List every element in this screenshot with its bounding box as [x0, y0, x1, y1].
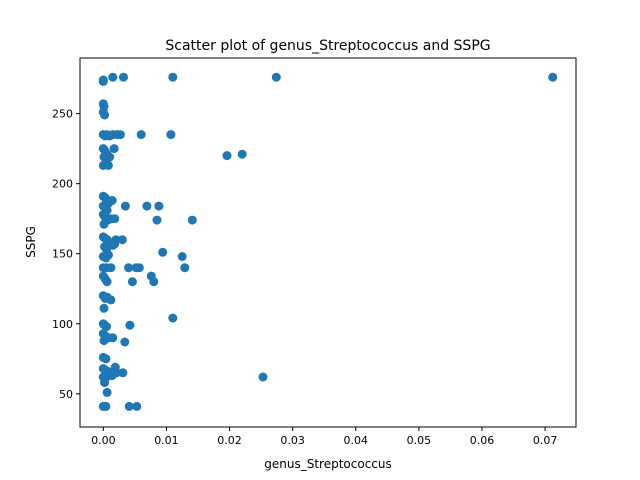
data-point-86 — [125, 320, 135, 330]
data-point-4 — [168, 72, 178, 82]
data-point-63 — [177, 252, 187, 261]
data-point-28 — [103, 160, 113, 170]
y-tick-label-2: 150 — [52, 248, 73, 261]
x-tick-label-1: 0.01 — [154, 434, 179, 447]
data-point-91 — [99, 336, 109, 346]
x-tick-label-5: 0.05 — [407, 434, 432, 447]
data-point-48 — [187, 215, 197, 225]
data-point-18 — [136, 130, 146, 140]
data-point-46 — [99, 219, 109, 229]
data-point-17 — [115, 130, 125, 140]
data-point-110 — [101, 401, 111, 411]
plot-frame — [79, 57, 577, 428]
data-point-38 — [120, 201, 130, 211]
data-point-1 — [98, 76, 108, 86]
data-point-10 — [100, 110, 110, 120]
data-point-74 — [127, 277, 137, 287]
data-point-23 — [109, 144, 119, 154]
data-point-67 — [124, 263, 134, 273]
data-point-66 — [106, 263, 116, 273]
data-point-59 — [158, 247, 168, 257]
data-point-5 — [271, 72, 281, 82]
x-tick-label-0: 0.00 — [91, 434, 116, 447]
data-point-82 — [168, 313, 178, 323]
data-point-108 — [102, 387, 112, 397]
y-tick-label-3: 200 — [52, 178, 73, 191]
chart-title: Scatter plot of genus_Streptococcus and … — [165, 38, 490, 54]
data-point-76 — [149, 277, 159, 287]
y-tick-label-0: 50 — [59, 388, 73, 401]
data-point-2 — [108, 72, 118, 82]
data-point-6 — [548, 72, 558, 82]
data-point-40 — [154, 201, 164, 211]
data-point-35 — [107, 196, 117, 205]
x-tick-label-3: 0.03 — [280, 434, 305, 447]
data-point-26 — [105, 152, 115, 162]
y-tick-label-4: 250 — [52, 108, 73, 121]
data-point-73 — [102, 277, 112, 287]
x-axis-label: genus_Streptococcus — [264, 457, 392, 471]
data-point-94 — [101, 354, 111, 364]
x-axis-ticks: 0.00 0.01 0.02 0.03 0.04 0.05 0.06 0.07 — [91, 427, 557, 447]
y-axis-label: SSPG — [24, 226, 38, 258]
x-tick-label-2: 0.02 — [217, 434, 242, 447]
data-point-111 — [124, 401, 134, 411]
data-point-106 — [100, 378, 110, 388]
points-layer — [98, 72, 558, 411]
data-point-90 — [108, 333, 118, 343]
data-point-112 — [132, 401, 142, 411]
data-point-29 — [222, 151, 232, 161]
data-point-70 — [180, 263, 190, 273]
data-point-69 — [134, 263, 144, 273]
data-point-62 — [103, 250, 113, 260]
y-axis-ticks: 50 100 150 200 250 — [52, 108, 80, 401]
x-tick-label-6: 0.06 — [470, 434, 495, 447]
data-point-55 — [117, 235, 127, 245]
y-tick-label-1: 100 — [52, 318, 73, 331]
data-point-45 — [110, 214, 120, 224]
data-point-19 — [166, 130, 176, 140]
data-point-56 — [110, 239, 120, 249]
data-point-39 — [142, 201, 152, 211]
data-point-92 — [120, 337, 130, 347]
data-point-80 — [106, 295, 116, 305]
data-point-47 — [152, 215, 162, 225]
x-tick-label-7: 0.07 — [533, 434, 558, 447]
data-point-103 — [118, 368, 128, 378]
data-point-3 — [119, 72, 128, 82]
data-point-107 — [258, 372, 268, 382]
data-point-30 — [237, 149, 247, 159]
data-point-85 — [102, 322, 111, 332]
x-tick-label-4: 0.04 — [344, 434, 369, 447]
data-point-81 — [99, 303, 109, 313]
